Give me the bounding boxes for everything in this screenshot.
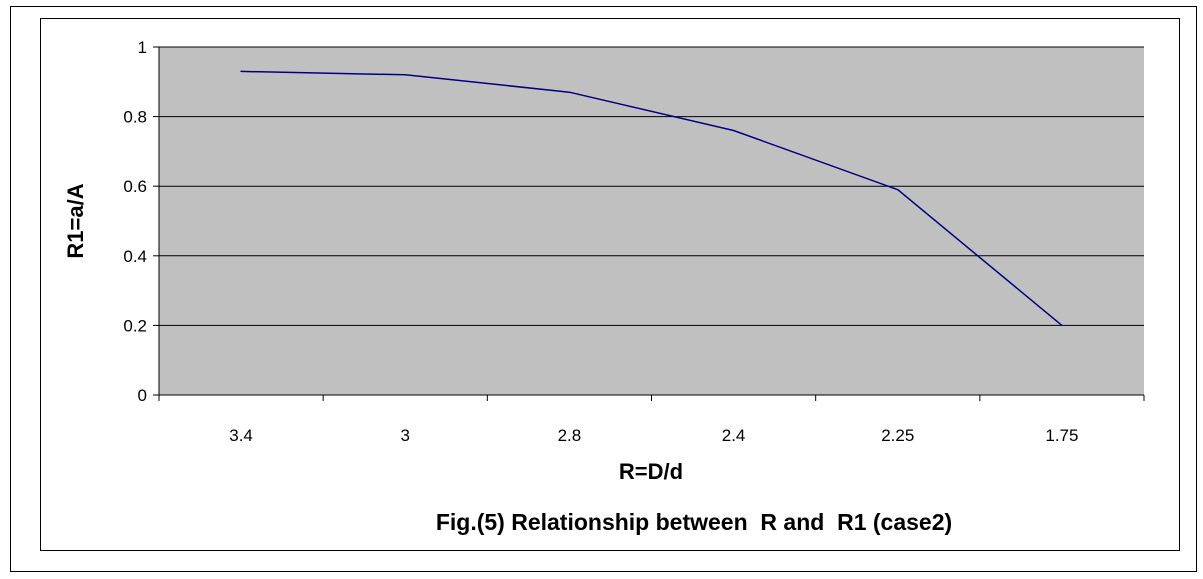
- y-tick-label: 0.2: [123, 316, 147, 335]
- data-point: [240, 70, 242, 73]
- y-axis-ticks: 0 0.2 0.4 0.6 0.8 1: [123, 38, 159, 405]
- y-tick-label: 0.8: [123, 108, 147, 127]
- x-axis-title: R=D/d: [619, 459, 683, 484]
- y-axis-title: R1=a/A: [63, 183, 88, 258]
- data-point: [404, 74, 406, 76]
- data-point: [1061, 324, 1063, 327]
- x-tick-label: 2.8: [558, 426, 582, 445]
- x-tick-label: 2.25: [881, 426, 914, 445]
- chart-frame: [40, 18, 1180, 551]
- x-axis-ticks: 3.4 3 2.8 2.4 2.25 1.75: [158, 395, 1145, 445]
- data-point: [897, 188, 899, 191]
- gridlines: [159, 46, 1144, 326]
- outer-frame: [10, 6, 1197, 572]
- series-line: [241, 70, 1063, 326]
- data-point: [568, 91, 571, 93]
- y-tick-label: 1: [138, 38, 147, 57]
- x-tick-label: 3.4: [229, 426, 253, 445]
- y-tick-label: 0.4: [123, 247, 147, 266]
- x-tick-label: 2.4: [722, 426, 746, 445]
- data-point: [732, 129, 735, 132]
- y-tick-label: 0.6: [123, 177, 147, 196]
- plot-area: [159, 47, 1144, 395]
- x-tick-label: 1.75: [1045, 426, 1078, 445]
- figure-caption: Fig.(5) Relationship between R and R1 (c…: [436, 509, 952, 535]
- x-tick-label: 3: [401, 426, 410, 445]
- y-tick-label: 0: [138, 386, 147, 405]
